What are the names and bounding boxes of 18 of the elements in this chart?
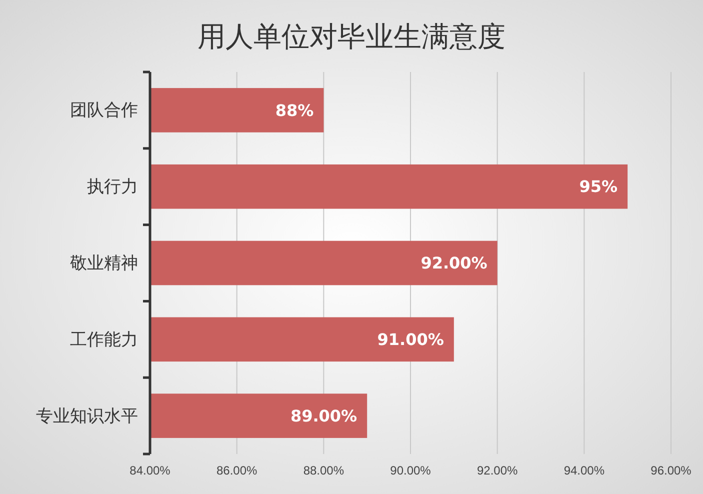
y-tick-label: 团队合作 xyxy=(70,100,138,120)
x-tick-label: 88.00% xyxy=(303,464,344,478)
x-tick-label: 90.00% xyxy=(390,464,432,478)
data-label: 89.00% xyxy=(290,406,358,426)
x-tick-label: 96.00% xyxy=(650,464,692,478)
data-label: 95% xyxy=(579,177,618,196)
x-tick-label: 84.00% xyxy=(130,464,171,478)
data-label: 91.00% xyxy=(377,330,444,349)
x-tick-label: 94.00% xyxy=(564,464,605,478)
y-tick-label: 敬业精神 xyxy=(70,253,138,272)
y-tick-label: 工作能力 xyxy=(70,330,138,349)
x-tick-label: 86.00% xyxy=(216,464,258,478)
chart-title: 用人单位对毕业生满意度 xyxy=(198,20,506,53)
y-tick-label: 专业知识水平 xyxy=(36,406,138,426)
data-label: 92.00% xyxy=(420,254,488,273)
y-tick-label: 执行力 xyxy=(87,177,138,196)
x-tick-label: 92.00% xyxy=(476,464,518,478)
data-label: 88% xyxy=(275,100,314,120)
